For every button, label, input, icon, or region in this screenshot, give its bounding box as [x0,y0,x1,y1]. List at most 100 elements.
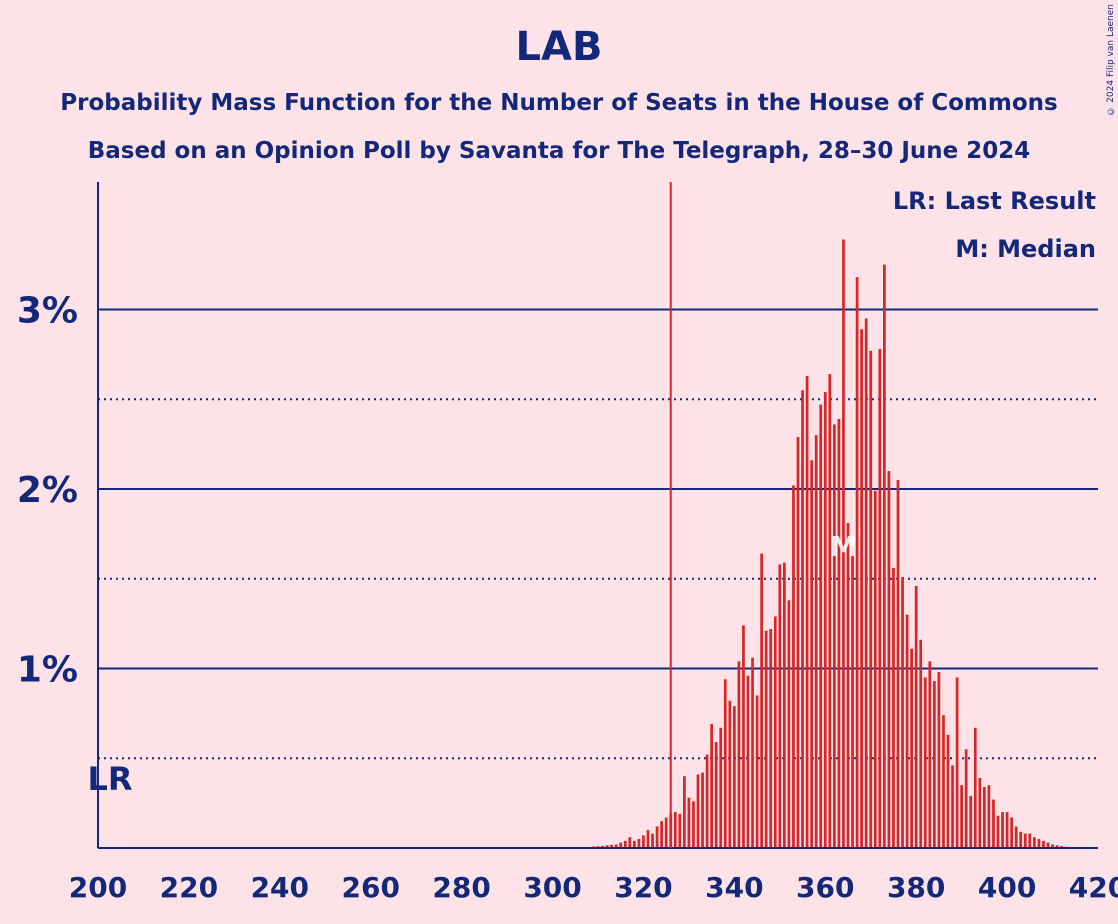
x-tick-label: 320 [614,871,672,904]
x-tick-label: 260 [342,871,400,904]
bar-372 [878,348,882,848]
bar-363 [837,418,841,848]
bar-403 [1019,831,1023,848]
bar-385 [937,672,941,848]
bar-388 [951,765,954,848]
bar-365 [846,523,850,848]
bar-351 [783,562,786,848]
bar-410 [1051,844,1054,848]
chart-subtitle-source: Based on an Opinion Poll by Savanta for … [87,138,1031,164]
bar-312 [605,845,609,848]
bars [551,239,1077,849]
bar-328 [678,813,682,848]
bar-401 [1010,817,1013,848]
bar-361 [828,374,832,848]
x-tick-label: 340 [705,871,763,904]
bar-411 [1055,845,1059,848]
bar-323 [655,826,659,848]
bar-338 [723,679,727,848]
x-tick-label: 400 [978,871,1036,904]
bar-360 [823,392,827,848]
bar-330 [687,797,691,848]
bar-375 [892,567,895,848]
bar-334 [705,754,709,848]
bar-374 [887,471,891,848]
bar-354 [796,436,800,848]
chart-title: LAB [515,24,603,70]
bar-382 [923,677,927,848]
bar-379 [910,648,913,848]
bar-321 [646,830,650,848]
bar-332 [696,774,700,848]
bar-331 [692,801,695,848]
bar-347 [764,630,768,848]
chart-subtitle: Probability Mass Function for the Number… [60,90,1058,116]
bar-370 [869,350,873,848]
gridlines [98,308,1098,760]
bar-405 [1028,833,1032,848]
bar-356 [805,375,809,848]
bar-409 [1046,842,1050,848]
bar-315 [619,842,623,848]
bar-324 [660,821,663,848]
bar-377 [901,576,904,848]
legend-entry: M: Median [955,235,1096,263]
bar-399 [1001,812,1004,848]
x-tick-label: 360 [796,871,854,904]
bar-386 [942,715,945,848]
x-tick-label: 380 [887,871,945,904]
bar-319 [637,839,641,848]
bar-320 [642,835,645,848]
tick-labels: 1% 2% 3% 200 220 240 260 280 300 320 340 360 380 400 4… [17,291,1118,905]
bar-311 [601,845,604,848]
bar-408 [1042,840,1045,848]
x-tick-label: 240 [251,871,309,904]
x-tick-label: 420 [1069,871,1118,904]
bar-404 [1023,833,1027,848]
bar-352 [787,600,791,848]
bar-348 [769,629,773,848]
bar-333 [701,772,704,848]
bar-353 [792,485,795,848]
bar-390 [960,785,963,848]
bar-342 [742,625,745,848]
bar-368 [860,329,863,848]
bar-397 [992,799,995,848]
axes [97,182,1098,849]
bar-337 [719,727,723,848]
y-tick-label: 2% [17,470,78,511]
x-tick-label: 300 [523,871,581,904]
bar-381 [919,639,923,848]
bar-316 [623,840,627,848]
bar-396 [987,785,991,848]
y-tick-label: 1% [17,650,78,691]
bar-322 [651,833,654,848]
bar-369 [864,318,868,849]
bar-391 [964,749,968,848]
y-tick-label: 3% [17,291,78,332]
bar-359 [819,404,823,848]
bar-362 [833,424,836,848]
bar-329 [683,776,686,848]
bar-384 [933,681,936,848]
bar-341 [737,661,741,848]
bar-358 [814,435,818,848]
bar-406 [1033,837,1036,848]
bar-383 [928,661,932,848]
bar-392 [969,795,973,848]
bar-389 [955,677,959,848]
bar-345 [755,695,759,848]
bar-400 [1005,812,1009,848]
x-tick-label: 220 [160,871,218,904]
bar-398 [996,815,1000,848]
bar-402 [1014,826,1018,848]
bar-394 [978,777,982,848]
bar-387 [946,734,950,848]
bar-344 [751,657,754,848]
bar-327 [673,812,677,848]
legend-entry: LR: Last Result [893,187,1096,215]
bar-355 [801,390,804,848]
x-tick-label: 200 [69,871,127,904]
bar-349 [773,616,777,848]
